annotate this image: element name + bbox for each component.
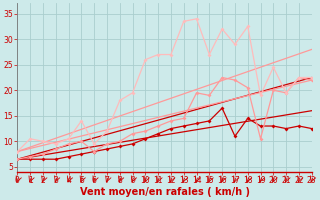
X-axis label: Vent moyen/en rafales ( km/h ): Vent moyen/en rafales ( km/h ) <box>80 187 250 197</box>
